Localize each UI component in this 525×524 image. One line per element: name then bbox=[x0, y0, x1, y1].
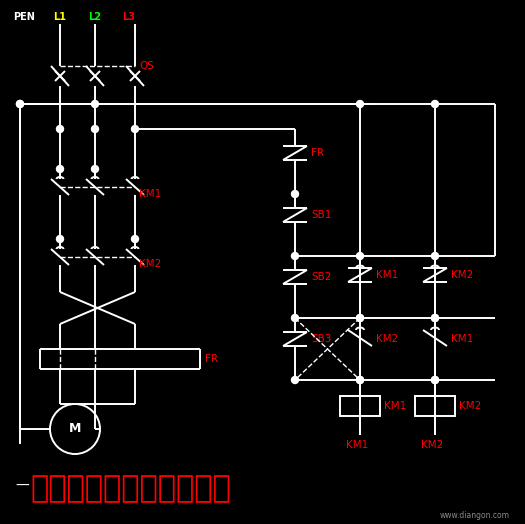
Circle shape bbox=[16, 101, 24, 107]
Text: FR: FR bbox=[205, 354, 218, 364]
Bar bbox=[340, 396, 380, 416]
Circle shape bbox=[356, 314, 363, 322]
Text: L1: L1 bbox=[53, 12, 66, 22]
Circle shape bbox=[291, 314, 299, 322]
Text: FR: FR bbox=[311, 148, 324, 158]
Text: KM2: KM2 bbox=[376, 334, 398, 344]
Circle shape bbox=[291, 377, 299, 384]
Circle shape bbox=[57, 166, 64, 172]
Text: KM2: KM2 bbox=[139, 259, 161, 269]
Circle shape bbox=[356, 101, 363, 107]
Circle shape bbox=[91, 101, 99, 107]
Text: KM2: KM2 bbox=[451, 270, 473, 280]
Text: KM1: KM1 bbox=[139, 189, 161, 199]
Bar bbox=[415, 396, 455, 416]
Text: PEN: PEN bbox=[13, 12, 35, 22]
Circle shape bbox=[432, 314, 438, 322]
Circle shape bbox=[131, 235, 139, 243]
Circle shape bbox=[131, 126, 139, 133]
Circle shape bbox=[432, 377, 438, 384]
Circle shape bbox=[432, 253, 438, 259]
Text: L3: L3 bbox=[122, 12, 135, 22]
Circle shape bbox=[356, 253, 363, 259]
Text: KM1: KM1 bbox=[346, 440, 368, 450]
Circle shape bbox=[432, 314, 438, 322]
Text: M: M bbox=[69, 422, 81, 435]
Circle shape bbox=[432, 101, 438, 107]
Text: L2: L2 bbox=[88, 12, 101, 22]
Circle shape bbox=[16, 101, 24, 107]
Circle shape bbox=[291, 253, 299, 259]
Circle shape bbox=[356, 377, 363, 384]
Circle shape bbox=[291, 191, 299, 198]
Text: KM2: KM2 bbox=[459, 401, 481, 411]
Text: KM1: KM1 bbox=[384, 401, 406, 411]
Circle shape bbox=[57, 235, 64, 243]
Circle shape bbox=[91, 126, 99, 133]
Text: QS: QS bbox=[139, 61, 154, 71]
Text: —: — bbox=[15, 479, 29, 493]
Text: KM2: KM2 bbox=[421, 440, 443, 450]
Text: KM1: KM1 bbox=[376, 270, 398, 280]
Text: www.diangon.com: www.diangon.com bbox=[440, 511, 510, 520]
Text: SB2: SB2 bbox=[311, 272, 331, 282]
Text: 电动机正反转控制线路图: 电动机正反转控制线路图 bbox=[30, 475, 231, 504]
Text: SB3: SB3 bbox=[311, 334, 331, 344]
Text: KM1: KM1 bbox=[451, 334, 473, 344]
Circle shape bbox=[432, 377, 438, 384]
Text: SB1: SB1 bbox=[311, 210, 331, 220]
Circle shape bbox=[91, 166, 99, 172]
Circle shape bbox=[356, 377, 363, 384]
Circle shape bbox=[356, 314, 363, 322]
Circle shape bbox=[57, 126, 64, 133]
